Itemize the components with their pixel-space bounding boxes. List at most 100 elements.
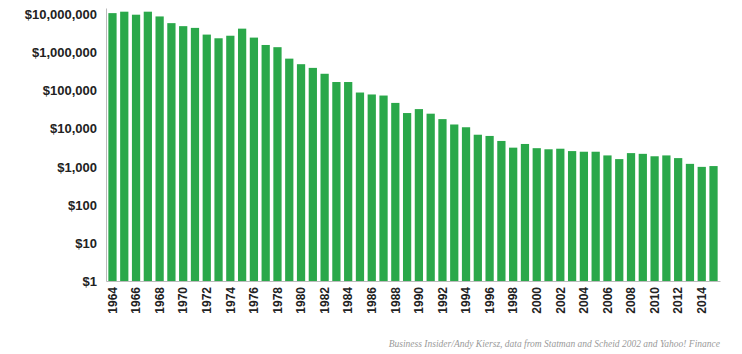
tick-label: $10,000 <box>50 121 97 136</box>
bar <box>568 151 576 281</box>
tick-label: 1992 <box>436 287 450 314</box>
tick-label: $10 <box>75 236 97 251</box>
tick-label: 1982 <box>318 287 332 314</box>
tick: 1982 <box>318 281 332 314</box>
tick: 2006 <box>601 281 615 314</box>
tick: 2004 <box>577 281 591 314</box>
axis-line <box>107 281 721 282</box>
bar <box>603 155 611 281</box>
bar <box>273 47 281 281</box>
tick-label: 2008 <box>624 287 638 314</box>
bar <box>214 38 222 281</box>
tick: 1970 <box>176 281 190 314</box>
bar <box>580 152 588 281</box>
bar <box>674 158 682 281</box>
tick: $10,000 <box>50 121 106 136</box>
bar <box>509 148 517 281</box>
bar <box>592 152 600 281</box>
bar <box>686 164 694 281</box>
bar <box>533 148 541 281</box>
tick-label: $1,000 <box>57 160 97 175</box>
tick-label: 1994 <box>459 287 473 314</box>
tick-label: 2004 <box>577 287 591 314</box>
bar <box>144 12 152 281</box>
bar <box>226 36 234 281</box>
tick: 1996 <box>483 281 497 314</box>
bar <box>120 12 128 281</box>
tick-label: 1996 <box>483 287 497 314</box>
bar <box>285 59 293 281</box>
bar <box>639 154 647 281</box>
tick-label: 1986 <box>365 287 379 314</box>
bar <box>403 113 411 281</box>
bar <box>320 74 328 281</box>
tick-label: $1 <box>83 274 97 289</box>
y-axis: $1$10$100$1,000$10,000$100,000$1,000,000… <box>25 7 107 288</box>
bar <box>262 45 270 281</box>
tick-label: 2010 <box>648 287 662 314</box>
tick-label: 1984 <box>341 287 355 314</box>
tick-label: 1988 <box>389 287 403 314</box>
tick-label: 1970 <box>176 287 190 314</box>
tick: 1994 <box>459 281 473 314</box>
tick: 2008 <box>624 281 638 314</box>
bar <box>155 16 163 281</box>
tick: 1964 <box>106 281 120 314</box>
bar <box>662 155 670 281</box>
bar <box>474 135 482 281</box>
bar <box>379 96 387 281</box>
bar <box>391 103 399 281</box>
tick-label: 1976 <box>247 287 261 314</box>
bar <box>698 167 706 281</box>
source-note: Business Insider/Andy Kiersz, data from … <box>389 339 720 349</box>
chart: $1$10$100$1,000$10,000$100,000$1,000,000… <box>0 0 742 354</box>
bars <box>108 12 717 281</box>
bar <box>627 153 635 281</box>
bar <box>356 93 364 281</box>
tick: 1968 <box>153 281 167 314</box>
axis-line <box>106 9 107 282</box>
bar <box>167 23 175 281</box>
tick-label: 1968 <box>153 287 167 314</box>
bar <box>297 64 305 281</box>
bar <box>132 15 140 281</box>
bar <box>615 159 623 281</box>
tick: 1966 <box>129 281 143 314</box>
tick: 2014 <box>695 281 709 314</box>
tick-label: 2014 <box>695 287 709 314</box>
bar <box>238 29 246 281</box>
x-axis: 1964 1966 1968 1970 1972 1974 1976 1978 1980 1982… <box>106 281 721 314</box>
tick-label: $10,000,000 <box>25 7 97 22</box>
bar <box>191 28 199 281</box>
tick: 1972 <box>200 281 214 314</box>
tick: 2012 <box>671 281 685 314</box>
tick: 1998 <box>506 281 520 314</box>
tick: $10 <box>75 236 106 251</box>
tick-label: 1966 <box>129 287 143 314</box>
tick: 1974 <box>224 281 238 314</box>
tick: $100 <box>68 198 106 213</box>
tick: 2002 <box>554 281 568 314</box>
tick: $1,000 <box>57 160 106 175</box>
bar <box>462 127 470 281</box>
tick: 1990 <box>412 281 426 314</box>
tick-label: 1964 <box>106 287 120 314</box>
tick-label: 1972 <box>200 287 214 314</box>
bar <box>709 166 717 281</box>
tick: $1,000,000 <box>32 45 106 60</box>
tick-label: 2006 <box>601 287 615 314</box>
tick-label: 2002 <box>554 287 568 314</box>
tick-label: $1,000,000 <box>32 45 97 60</box>
bar <box>485 136 493 281</box>
tick-label: 1998 <box>506 287 520 314</box>
bar <box>108 13 116 281</box>
bar <box>438 119 446 281</box>
tick: 1980 <box>294 281 308 314</box>
bar <box>450 124 458 281</box>
bar <box>427 114 435 281</box>
tick-label: 2000 <box>530 287 544 314</box>
tick-label: 1978 <box>271 287 285 314</box>
tick-label: $100 <box>68 198 97 213</box>
bar <box>309 68 317 281</box>
bar <box>344 82 352 281</box>
